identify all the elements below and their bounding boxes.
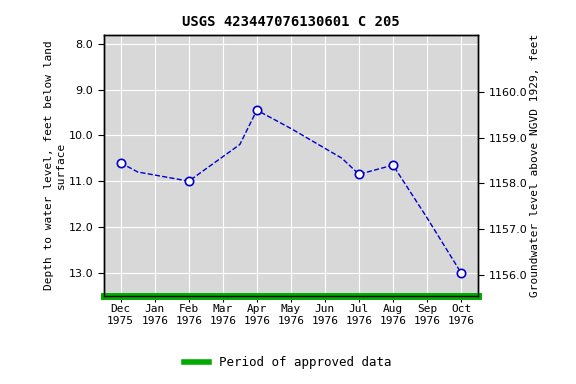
Y-axis label: Depth to water level, feet below land
surface: Depth to water level, feet below land su… <box>44 40 66 290</box>
Y-axis label: Groundwater level above NGVD 1929, feet: Groundwater level above NGVD 1929, feet <box>530 33 540 297</box>
Legend: Period of approved data: Period of approved data <box>179 351 397 374</box>
Title: USGS 423447076130601 C 205: USGS 423447076130601 C 205 <box>182 15 400 29</box>
